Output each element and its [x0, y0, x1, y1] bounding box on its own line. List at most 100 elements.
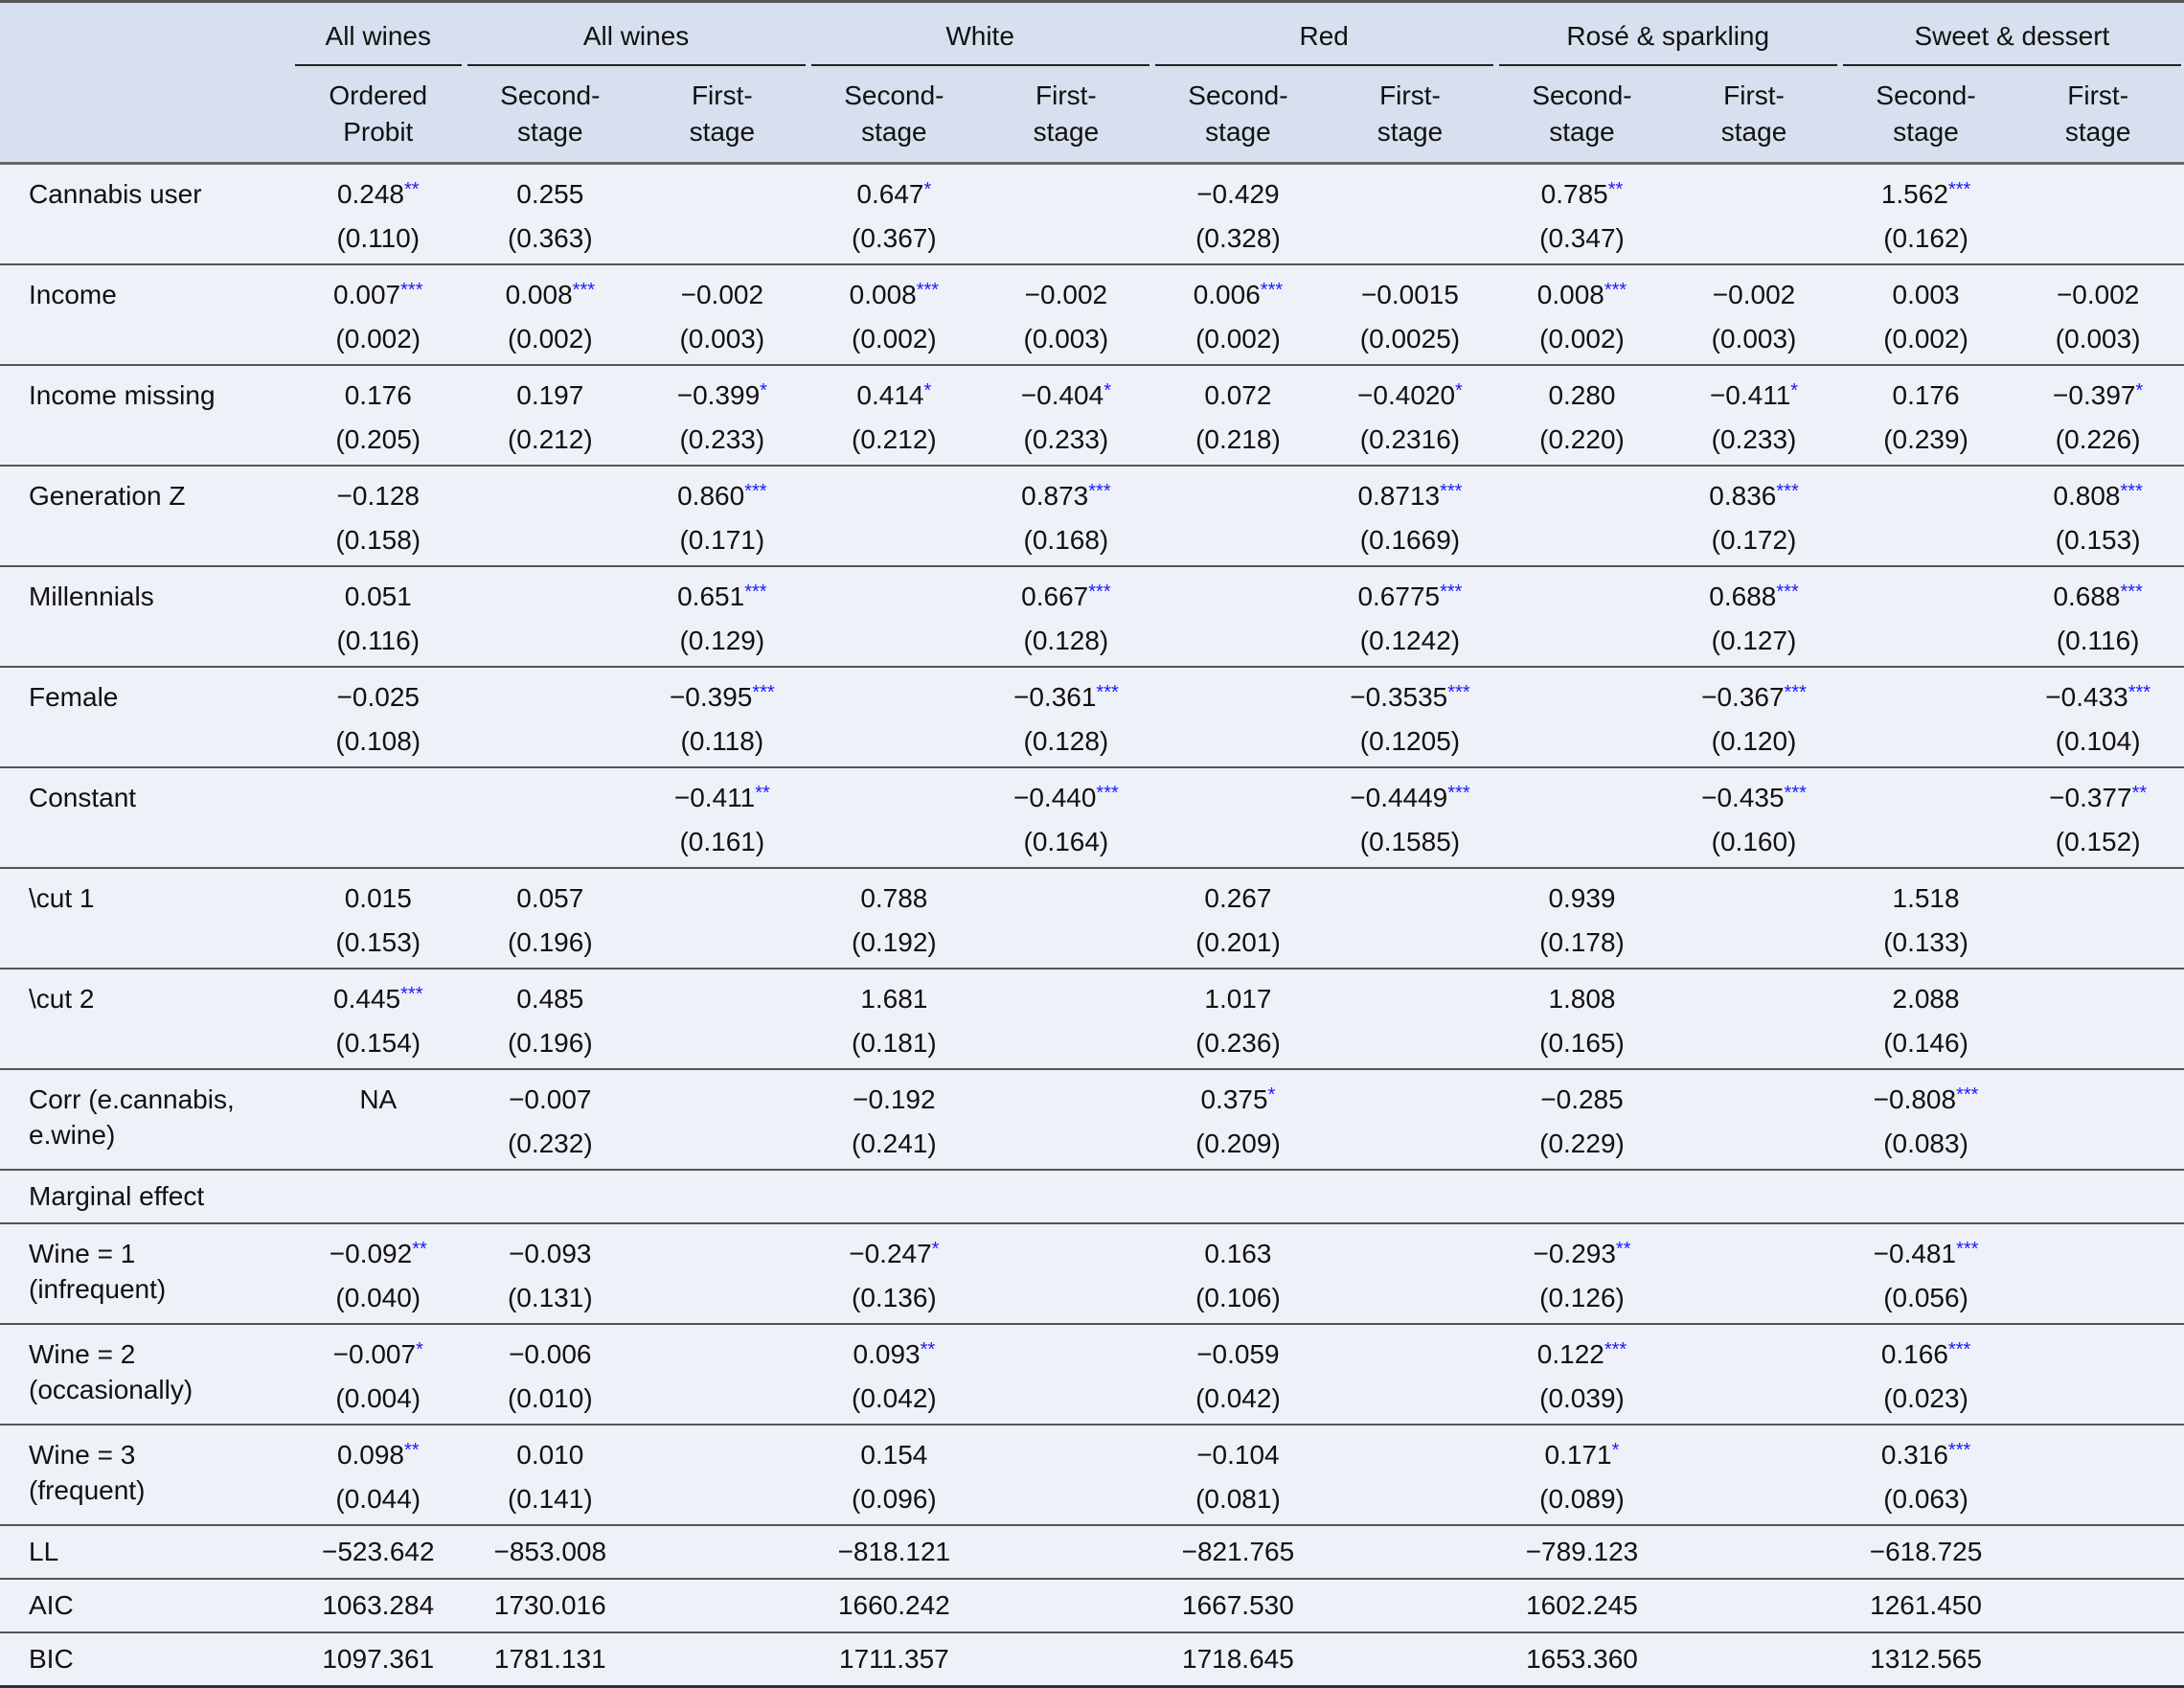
table-cell: −0.104 (0.081)	[1152, 1425, 1325, 1525]
column-header-line: stage	[1893, 117, 1959, 147]
table-cell	[636, 969, 808, 1069]
coefficient-value: 1602.245	[1526, 1590, 1638, 1620]
table-cell	[1840, 767, 2013, 868]
row-label-line: Marginal effect	[29, 1181, 205, 1211]
standard-error: (0.165)	[1539, 1028, 1625, 1058]
coefficient-value: 0.154	[860, 1440, 928, 1470]
coefficient-value: −0.293	[1533, 1239, 1616, 1268]
significance-stars: ***	[744, 481, 767, 502]
coefficient-value: 0.072	[1204, 380, 1272, 410]
table-cell: 0.267 (0.201)	[1152, 868, 1325, 969]
coefficient: 0.485	[465, 981, 637, 1016]
coefficient: 1667.530	[1182, 1590, 1294, 1620]
column-header-line: Second-	[500, 80, 601, 110]
coefficient-value: −0.3535	[1350, 682, 1448, 712]
coefficient: 0.873***	[980, 478, 1152, 513]
standard-error: (0.212)	[507, 424, 593, 454]
standard-error: (0.226)	[2055, 424, 2141, 454]
table-row: Income missing 0.176 (0.205) 0.197 (0.212) −0…	[0, 365, 2184, 466]
table-cell: −0.4020* (0.2316)	[1324, 365, 1496, 466]
coefficient-value: 0.176	[1892, 380, 1960, 410]
significance-stars: **	[404, 179, 420, 200]
table-row: \cut 2 0.445*** (0.154) 0.485 (0.196) 1.681 (0…	[0, 969, 2184, 1069]
coefficient-value: 0.163	[1204, 1239, 1272, 1268]
table-cell: −0.006 (0.010)	[465, 1324, 637, 1425]
table-cell	[636, 1525, 808, 1579]
table-row: Generation Z −0.128 (0.158) 0.860*** (0.171)…	[0, 466, 2184, 566]
table-cell	[1496, 767, 1669, 868]
table-cell	[1324, 1223, 1496, 1324]
table-cell: −0.377** (0.152)	[2012, 767, 2184, 868]
coefficient: −853.008	[494, 1537, 607, 1566]
table-cell: 0.176 (0.239)	[1840, 365, 2013, 466]
standard-error: (0.181)	[852, 1028, 937, 1058]
coefficient: 0.051	[292, 579, 465, 614]
coefficient-value: −0.404	[1020, 380, 1104, 410]
table-cell	[1668, 1170, 1840, 1223]
table-cell: 1.017 (0.236)	[1152, 969, 1325, 1069]
table-cell	[980, 1223, 1152, 1324]
standard-error: (0.161)	[679, 827, 765, 856]
significance-stars: ***	[400, 280, 423, 301]
coefficient: 0.375*	[1152, 1082, 1325, 1117]
table-cell	[2012, 1579, 2184, 1632]
coefficient-value: 1063.284	[322, 1590, 435, 1620]
significance-stars: ***	[916, 280, 940, 301]
table-row: LL −523.642 −853.008 −818.121 −821.765 −789.1…	[0, 1525, 2184, 1579]
table-cell	[2012, 164, 2184, 265]
significance-stars: ***	[2120, 481, 2143, 502]
table-cell	[636, 1632, 808, 1687]
row-label: LL	[0, 1525, 292, 1579]
row-label-line: Generation Z	[29, 481, 186, 511]
table-cell: 2.088 (0.146)	[1840, 969, 2013, 1069]
coefficient: 0.280	[1496, 377, 1669, 413]
table-cell	[980, 1632, 1152, 1687]
column-header: Second-stage	[1839, 66, 2013, 165]
table-cell: 1.808 (0.165)	[1496, 969, 1669, 1069]
coefficient: 0.255	[465, 176, 637, 212]
standard-error: (0.141)	[507, 1484, 593, 1514]
coefficient-value: −853.008	[493, 1537, 607, 1566]
column-header: First-stage	[1668, 66, 1840, 165]
coefficient: −0.025	[292, 679, 465, 715]
group-header-label: White	[810, 3, 1149, 66]
coefficient-value: 0.255	[516, 179, 584, 209]
table-cell: 0.939 (0.178)	[1496, 868, 1669, 969]
column-header-line: Ordered	[329, 80, 428, 110]
row-label-line: Wine = 1	[29, 1239, 136, 1268]
standard-error: (0.003)	[1711, 324, 1797, 354]
coefficient-value: 0.248	[336, 179, 405, 209]
table-cell: −0.092** (0.040)	[292, 1223, 465, 1324]
table-cell: −0.481*** (0.056)	[1840, 1223, 2013, 1324]
standard-error: (0.002)	[1883, 324, 1968, 354]
coefficient-value: −0.285	[1540, 1084, 1624, 1114]
standard-error: (0.004)	[335, 1383, 421, 1413]
standard-error: (0.367)	[852, 223, 937, 253]
table-cell: −0.367*** (0.120)	[1668, 667, 1840, 767]
coefficient: 0.688***	[1668, 579, 1840, 614]
table-cell: −821.765	[1152, 1525, 1325, 1579]
table-cell	[465, 566, 637, 667]
column-header-line: Probit	[343, 117, 414, 147]
standard-error: (0.158)	[335, 525, 421, 555]
coefficient: −0.007*	[292, 1336, 465, 1372]
table-cell	[1840, 667, 2013, 767]
standard-error: (0.212)	[852, 424, 937, 454]
standard-error: (0.002)	[852, 324, 937, 354]
table-cell	[636, 1069, 808, 1170]
standard-error: (0.128)	[1023, 726, 1109, 756]
table-cell: 0.051 (0.116)	[292, 566, 465, 667]
row-label: Income missing	[0, 365, 292, 466]
coefficient-value: 0.485	[516, 984, 584, 1014]
coefficient: −0.4449***	[1324, 780, 1496, 815]
standard-error: (0.233)	[679, 424, 765, 454]
table-cell	[1152, 667, 1325, 767]
row-label: Female	[0, 667, 292, 767]
row-label-line: Constant	[29, 783, 137, 812]
significance-stars: *	[1611, 1440, 1620, 1461]
column-header-line: Second-	[1532, 80, 1632, 110]
coefficient-value: 0.057	[516, 883, 584, 913]
coefficient-value: −0.4020	[1357, 380, 1456, 410]
coefficient-value: −0.192	[853, 1084, 936, 1114]
column-header-line: Second-	[1188, 80, 1288, 110]
